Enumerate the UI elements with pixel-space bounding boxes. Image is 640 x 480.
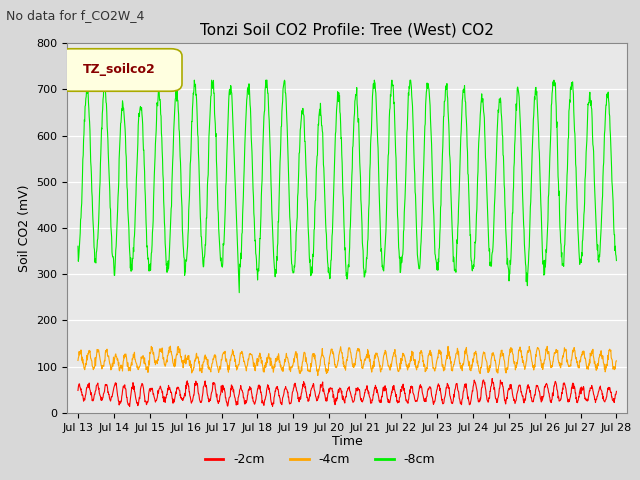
Text: No data for f_CO2W_4: No data for f_CO2W_4 <box>6 9 145 22</box>
Text: TZ_soilco2: TZ_soilco2 <box>83 63 156 76</box>
Title: Tonzi Soil CO2 Profile: Tree (West) CO2: Tonzi Soil CO2 Profile: Tree (West) CO2 <box>200 23 494 38</box>
Y-axis label: Soil CO2 (mV): Soil CO2 (mV) <box>18 184 31 272</box>
Legend: -2cm, -4cm, -8cm: -2cm, -4cm, -8cm <box>200 448 440 471</box>
X-axis label: Time: Time <box>332 435 363 448</box>
FancyBboxPatch shape <box>59 49 182 91</box>
